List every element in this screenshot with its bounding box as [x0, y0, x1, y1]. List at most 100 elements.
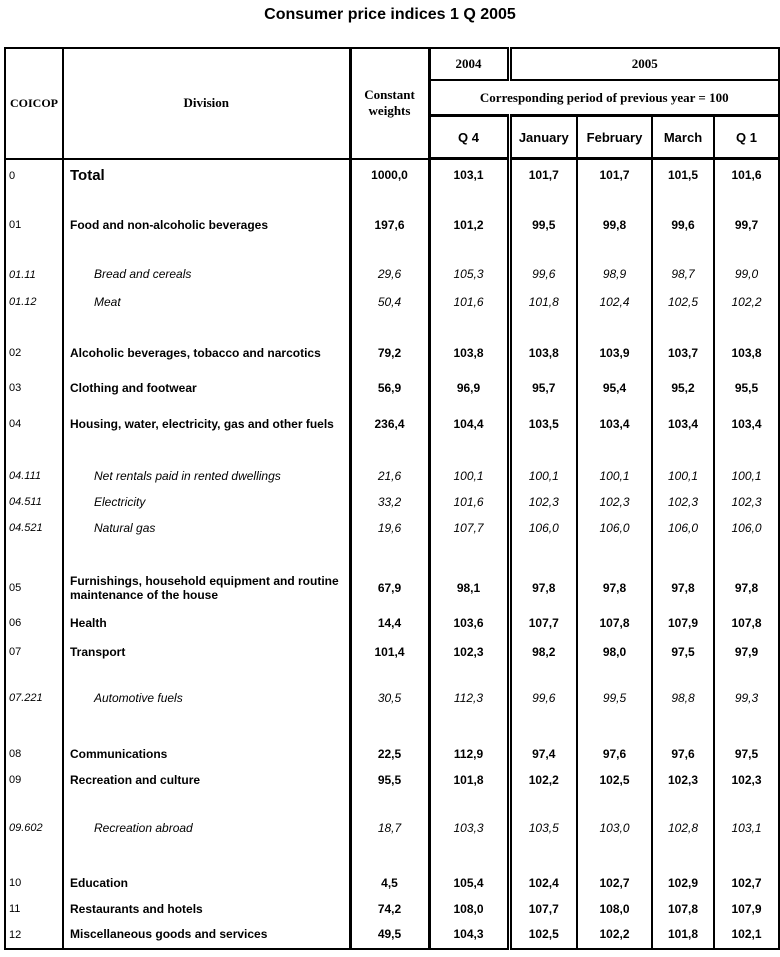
table-row: 07 Transport 101,4 102,3 98,2 98,0 97,5 97,9	[5, 638, 779, 667]
q1-2005-cell: 102,2	[713, 289, 779, 316]
march-cell: 102,3	[651, 767, 714, 794]
weights-cell: 21,6	[348, 463, 429, 490]
february-cell: 106,0	[576, 515, 652, 542]
spacer-cell	[348, 713, 429, 742]
cpi-table: COICOP Division Constant weights 2004 20…	[4, 47, 780, 950]
january-cell: 97,8	[506, 568, 577, 609]
january-cell: 98,2	[506, 638, 577, 667]
division-cell: Housing, water, electricity, gas and oth…	[62, 403, 350, 446]
division-cell: Health	[62, 608, 350, 639]
q4-2004-cell: 101,8	[427, 767, 509, 794]
header-january: January	[506, 115, 577, 160]
january-cell: 99,6	[506, 260, 577, 290]
spacer-cell	[506, 192, 577, 209]
march-cell: 100,1	[651, 463, 714, 490]
division-cell: Electricity	[62, 489, 350, 516]
division-cell: Recreation and culture	[62, 767, 350, 794]
february-cell: 99,5	[576, 683, 652, 714]
spacer-cell	[62, 713, 350, 742]
january-cell: 101,7	[506, 158, 577, 193]
weights-cell: 49,5	[348, 922, 429, 949]
spacer-cell	[348, 192, 429, 209]
coicop-cell: 02	[9, 347, 22, 360]
spacer-cell	[427, 242, 509, 261]
spacer-cell	[576, 843, 652, 871]
spacer-row	[5, 192, 779, 209]
weights-cell: 19,6	[348, 515, 429, 542]
q4-2004-cell: 98,1	[427, 568, 509, 609]
spacer-cell	[576, 242, 652, 261]
january-cell: 102,2	[506, 767, 577, 794]
q4-2004-cell: 105,3	[427, 260, 509, 290]
q4-2004-cell: 107,7	[427, 515, 509, 542]
table-row: 05 Furnishings, household equipment and r…	[5, 568, 779, 609]
weights-cell: 30,5	[348, 683, 429, 714]
q1-2005-cell: 102,7	[713, 870, 779, 897]
march-cell: 99,6	[651, 208, 714, 243]
header-constant-weights: Constant weights	[348, 48, 429, 160]
coicop-cell: 11	[9, 903, 21, 916]
spacer-cell	[651, 242, 714, 261]
spacer-cell	[651, 192, 714, 209]
division-cell: Bread and cereals	[62, 260, 350, 290]
weights-cell: 1000,0	[348, 158, 429, 193]
spacer-row	[5, 713, 779, 742]
weights-cell: 74,2	[348, 896, 429, 923]
spacer-cell	[5, 316, 63, 334]
spacer-cell	[506, 666, 577, 684]
coicop-cell: 03	[9, 382, 22, 395]
january-cell: 97,4	[506, 741, 577, 768]
weights-cell: 95,5	[348, 767, 429, 794]
january-cell: 95,7	[506, 373, 577, 404]
march-cell: 97,6	[651, 741, 714, 768]
division-cell: Total	[62, 158, 350, 193]
january-cell: 101,8	[506, 289, 577, 316]
february-cell: 99,8	[576, 208, 652, 243]
spacer-cell	[576, 793, 652, 814]
march-cell: 97,5	[651, 638, 714, 667]
january-cell: 106,0	[506, 515, 577, 542]
table-row: 11 Restaurants and hotels 74,2 108,0 107,7 10…	[5, 896, 779, 923]
q1-2005-cell: 97,8	[713, 568, 779, 609]
q1-2005-cell: 101,6	[713, 158, 779, 193]
spacer-row	[5, 445, 779, 464]
march-cell: 102,8	[651, 813, 714, 844]
table-row: 10 Education 4,5 105,4 102,4 102,7 102,9 102,7	[5, 870, 779, 897]
february-cell: 108,0	[576, 896, 652, 923]
february-cell: 95,4	[576, 373, 652, 404]
division-cell: Furnishings, household equipment and rou…	[62, 568, 350, 609]
q4-2004-cell: 104,3	[427, 922, 509, 949]
spacer-cell	[348, 315, 429, 334]
spacer-cell	[576, 315, 652, 334]
january-cell: 103,5	[506, 813, 577, 844]
table-header: COICOP Division Constant weights 2004 20…	[5, 48, 779, 160]
spacer-cell	[62, 793, 350, 814]
spacer-cell	[651, 315, 714, 334]
q4-2004-cell: 103,1	[427, 158, 509, 193]
february-cell: 100,1	[576, 463, 652, 490]
weights-cell: 14,4	[348, 608, 429, 639]
february-cell: 98,9	[576, 260, 652, 290]
spacer-cell	[713, 192, 779, 209]
spacer-cell	[506, 315, 577, 334]
spacer-cell	[427, 713, 509, 742]
coicop-cell: 10	[9, 877, 22, 890]
q1-2005-cell: 103,4	[713, 403, 779, 446]
header-coicop: COICOP	[5, 48, 63, 160]
coicop-cell: 04.511	[9, 496, 42, 509]
q1-2005-cell: 99,3	[713, 683, 779, 714]
spacer-cell	[576, 541, 652, 569]
spacer-cell	[651, 793, 714, 814]
spacer-cell	[713, 666, 779, 684]
header-year-row: COICOP Division Constant weights 2004 20…	[5, 48, 779, 160]
spacer-cell	[427, 445, 509, 464]
spacer-cell	[576, 666, 652, 684]
spacer-cell	[348, 666, 429, 684]
coicop-cell: 09	[9, 774, 22, 787]
table-row: 04 Housing, water, electricity, gas and o…	[5, 403, 779, 446]
coicop-cell: 01	[9, 219, 22, 232]
header-note: Corresponding period of previous year = …	[427, 80, 779, 117]
spacer-cell	[576, 713, 652, 742]
march-cell: 103,4	[651, 403, 714, 446]
weights-cell: 236,4	[348, 403, 429, 446]
